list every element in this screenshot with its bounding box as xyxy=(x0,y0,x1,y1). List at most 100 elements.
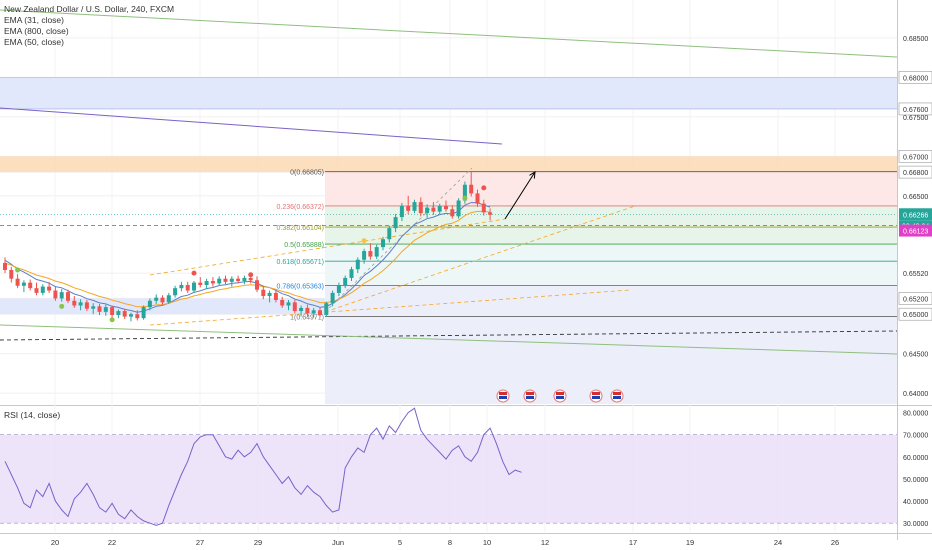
fib-level-label: 0.236(0.66372) xyxy=(277,204,324,211)
candle-body-down xyxy=(236,278,241,282)
price-tick-label: 0.64500 xyxy=(903,352,928,359)
signal-dot xyxy=(59,303,65,309)
candle-body-down xyxy=(280,300,285,306)
candle-body-down xyxy=(66,292,70,301)
price-tick-label: 0.65200 xyxy=(903,296,928,303)
candle-body-down xyxy=(53,290,58,299)
candle-body-up xyxy=(349,269,354,278)
fib-level-label: 0.786(0.65363) xyxy=(277,284,324,291)
candle-body-up xyxy=(242,277,247,282)
candle-body-down xyxy=(47,286,52,291)
candle-body-down xyxy=(273,292,278,300)
fib-level-label: 0(0.66805) xyxy=(290,170,324,177)
projection-arrow xyxy=(504,172,535,220)
rsi-band xyxy=(0,434,897,524)
time-axis-border xyxy=(0,533,932,534)
candle-body-up xyxy=(355,259,360,270)
legend-ema50: EMA (50, close) xyxy=(4,37,64,47)
event-flag-stripe xyxy=(556,392,564,395)
candle-body-down xyxy=(418,202,423,214)
price-tick-label: 0.65000 xyxy=(903,312,928,319)
candle-body-up xyxy=(229,278,234,282)
fib-zone-2 xyxy=(325,244,897,286)
time-tick-label: 12 xyxy=(541,538,549,547)
price-tick-box xyxy=(898,292,932,305)
candle-body-up xyxy=(362,251,367,260)
candle-body-down xyxy=(261,289,266,297)
candle-body-up xyxy=(166,295,171,303)
fib-level-label: 1(0.64971) xyxy=(290,315,324,322)
candle-body-down xyxy=(469,184,474,194)
candle-body-down xyxy=(160,297,165,303)
current-price-badge xyxy=(899,208,932,221)
time-tick-label: 22 xyxy=(108,538,116,547)
alert-price-label: 0.66123 xyxy=(903,229,928,236)
candle-body-down xyxy=(406,206,411,211)
signal-dot xyxy=(481,185,487,191)
candle-body-down xyxy=(475,193,480,204)
price-tick-box xyxy=(898,150,932,163)
fib-zone-1 xyxy=(325,205,897,245)
candle-body-up xyxy=(330,292,335,304)
time-tick-label: 29 xyxy=(254,538,262,547)
price-tick-label: 0.66800 xyxy=(903,170,928,177)
candle-body-down xyxy=(198,282,203,285)
candle-body-up xyxy=(59,292,64,299)
time-tick-label: 5 xyxy=(398,538,402,547)
time-tick-label: 8 xyxy=(448,538,452,547)
event-flag-stripe xyxy=(592,396,600,399)
candle-body-up xyxy=(21,282,26,286)
event-flag-stripe xyxy=(556,396,564,399)
lower-trendline xyxy=(0,324,898,355)
dashed-support-line xyxy=(0,330,898,341)
rsi-tick-label: 60.0000 xyxy=(903,455,928,462)
ema50-line xyxy=(4,210,491,308)
candle-body-up xyxy=(173,288,178,296)
candle-body-up xyxy=(393,217,398,229)
candle-body-up xyxy=(154,297,159,301)
candle-body-up xyxy=(425,207,430,214)
candle-body-down xyxy=(3,262,7,270)
event-flag-stripe xyxy=(526,396,534,399)
signal-dot xyxy=(109,317,115,323)
candle-body-down xyxy=(28,282,33,289)
price-tick-box xyxy=(898,307,932,321)
candle-body-up xyxy=(343,277,348,285)
candle-body-down xyxy=(122,311,127,317)
rsi-tick-label: 40.0000 xyxy=(903,499,928,506)
fib-level-label: 0.5(0.65888) xyxy=(284,242,324,249)
legend-ema31: EMA (31, close) xyxy=(4,15,64,25)
time-tick-label: 17 xyxy=(629,538,637,547)
channel-upper xyxy=(149,218,506,276)
pane-separator xyxy=(0,405,932,406)
price-tick-label: 0.67500 xyxy=(903,115,928,122)
event-flag-stripe xyxy=(526,392,534,395)
fib-level-label: 0.382(0.66104) xyxy=(277,225,324,232)
price-tick-box xyxy=(898,71,932,84)
current-price-label: 0.66266 xyxy=(903,212,928,219)
channel-mid xyxy=(324,205,636,313)
price-tick-label: 0.65520 xyxy=(903,271,928,278)
candle-body-up xyxy=(267,292,272,297)
ema800-line xyxy=(0,107,503,145)
candle-body-up xyxy=(299,307,304,312)
candle-body-down xyxy=(72,300,77,306)
fib-diagonal xyxy=(324,167,473,313)
time-tick-label: 10 xyxy=(483,538,491,547)
price-tick-label: 0.68500 xyxy=(903,36,928,43)
candle-body-down xyxy=(34,288,39,293)
price-tick-label: 0.67600 xyxy=(903,107,928,114)
price-tick-label: 0.66500 xyxy=(903,194,928,201)
candle-body-up xyxy=(456,200,461,217)
price-axis-border xyxy=(897,0,898,540)
candle-body-down xyxy=(210,281,215,284)
candle-body-up xyxy=(462,184,467,201)
time-tick-label: Jun xyxy=(332,538,344,547)
candle-body-down xyxy=(431,207,436,212)
event-flag-stripe xyxy=(499,392,507,395)
event-flag-stripe xyxy=(592,392,600,395)
signal-dot xyxy=(15,267,21,273)
price-tick-label: 0.68000 xyxy=(903,75,928,82)
candle-body-down xyxy=(9,270,14,279)
signal-dot xyxy=(191,270,197,276)
